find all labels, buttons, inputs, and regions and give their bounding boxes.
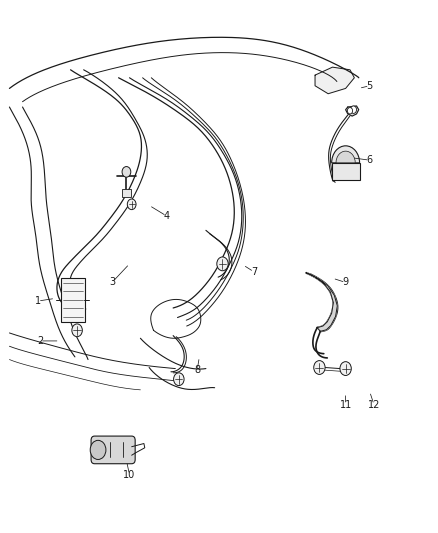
Text: 4: 4: [163, 211, 170, 221]
Bar: [332, 163, 360, 180]
Wedge shape: [332, 146, 360, 163]
Circle shape: [122, 166, 131, 177]
Text: 11: 11: [339, 400, 352, 410]
Text: 3: 3: [109, 278, 115, 287]
Circle shape: [347, 108, 353, 114]
Circle shape: [127, 199, 136, 209]
Polygon shape: [315, 67, 354, 94]
Circle shape: [350, 106, 357, 114]
Text: 10: 10: [124, 470, 136, 480]
Wedge shape: [336, 151, 355, 163]
Circle shape: [217, 257, 228, 271]
Circle shape: [173, 373, 184, 385]
Text: 5: 5: [367, 81, 373, 91]
Text: 9: 9: [343, 278, 349, 287]
Text: 2: 2: [37, 336, 43, 346]
Polygon shape: [346, 106, 359, 116]
Polygon shape: [306, 273, 337, 332]
FancyBboxPatch shape: [91, 436, 135, 464]
Text: 7: 7: [251, 267, 257, 277]
Text: 8: 8: [194, 365, 200, 375]
Text: 6: 6: [367, 155, 373, 165]
Bar: [122, 189, 131, 197]
Text: 12: 12: [368, 400, 380, 410]
FancyBboxPatch shape: [60, 278, 85, 322]
Text: 1: 1: [35, 296, 41, 306]
Circle shape: [314, 361, 325, 374]
Circle shape: [340, 362, 351, 375]
Circle shape: [72, 324, 82, 337]
Circle shape: [90, 440, 106, 459]
